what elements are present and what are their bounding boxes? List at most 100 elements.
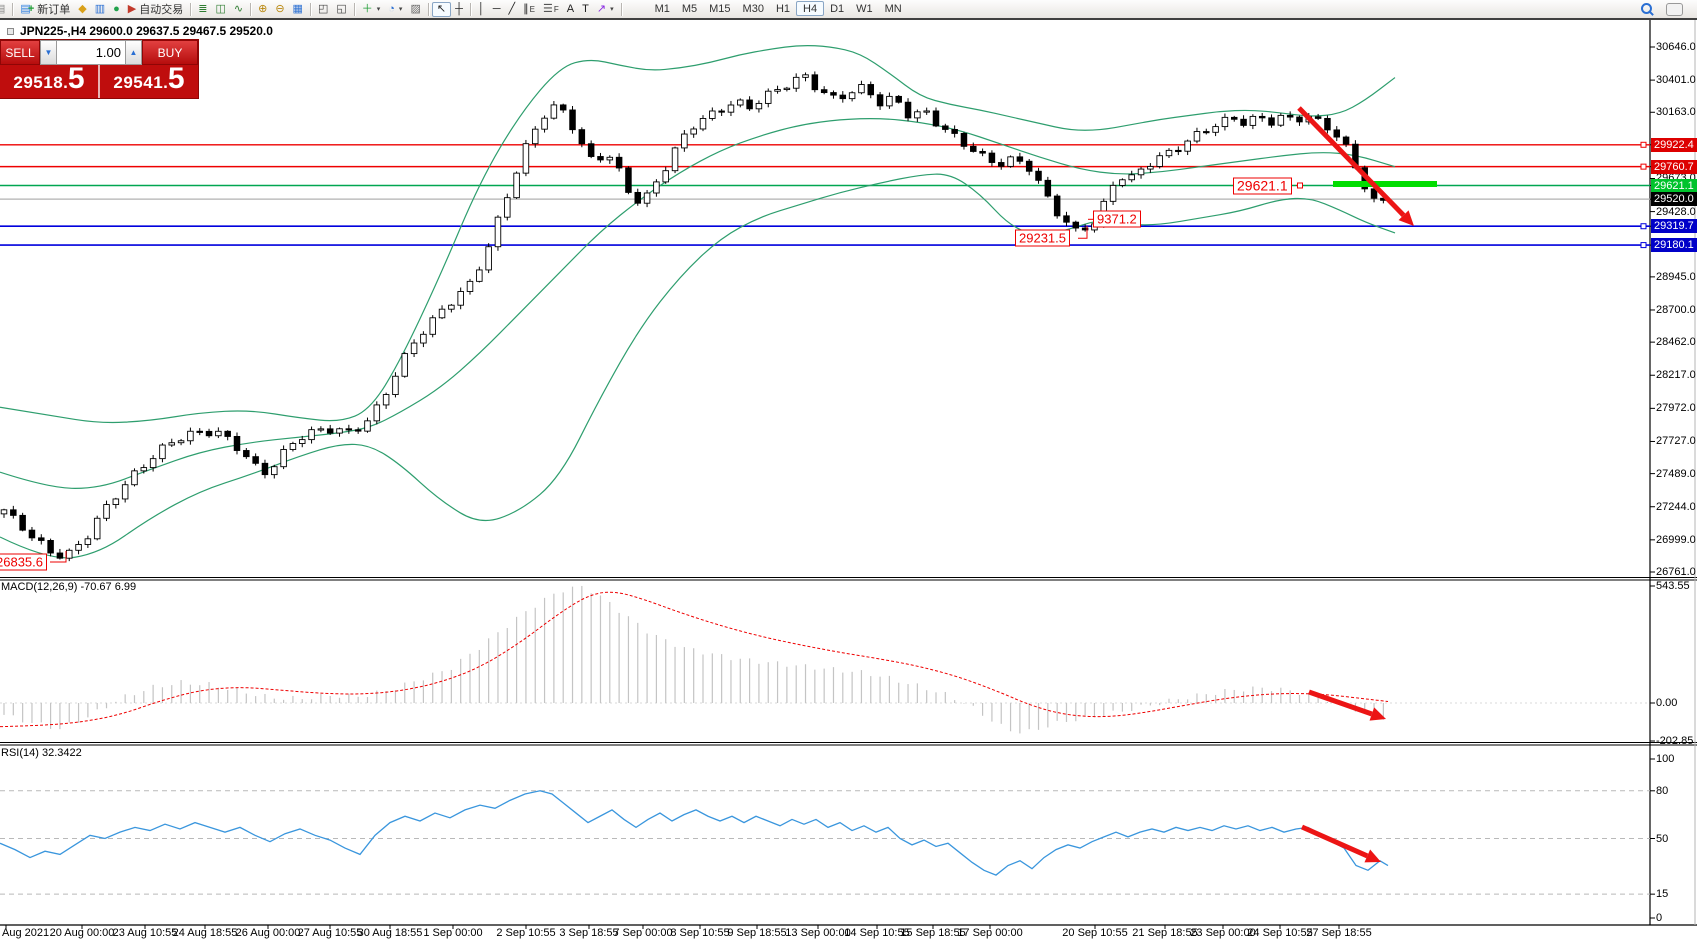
trendline-icon[interactable]: ╱ [505,1,520,17]
crosshair-icon: ┼ [455,3,463,15]
date-label: 13 Sep 00:00 [785,927,851,939]
window-icon[interactable]: ▤ [0,1,9,17]
price-tick: 28462.0 [1656,336,1696,349]
timeframe-m30[interactable]: M30 [742,3,764,15]
sell-price-int: 29518 [13,73,64,92]
date-label: 9 Sep 18:55 [727,927,787,939]
timeframe-m1[interactable]: M1 [654,3,670,15]
terminal-icon[interactable]: ▥ [91,1,109,17]
cursor-icon[interactable]: ↖ [431,1,452,17]
date-label: 2 Sep 10:55 [496,927,556,939]
timeframe-w1[interactable]: W1 [856,3,873,15]
date-label: 21 Sep 18:55 [1132,927,1198,939]
new-order-button[interactable]: ▤ + 新订单 [16,1,74,17]
periods-button[interactable]: ◔ ▾ [384,1,406,17]
price-line-badge: 29180.1 [1651,238,1697,253]
label-icon[interactable]: T [578,1,593,17]
chart-shift-icon: ◱ [336,3,347,15]
terminal-icon: ▥ [94,3,106,15]
periods-button: ◔ [388,3,395,15]
navigator-icon[interactable]: ● [109,1,124,17]
price-tick: 28945.0 [1656,270,1696,283]
price-tick: 30163.0 [1656,106,1696,119]
chart-shift-icon[interactable]: ◱ [332,1,350,17]
trend-arrow-rsi[interactable] [1300,824,1369,859]
price-line-badge: 29760.7 [1651,159,1697,174]
search-icon[interactable] [1641,2,1654,16]
channel-icon[interactable]: ∥ E [519,1,539,17]
rsi-tick: 15 [1656,888,1669,901]
trend-arrow-main[interactable] [1297,106,1406,218]
toolbar-separator [353,2,355,16]
fibonacci-icon[interactable]: ☰ F [539,1,563,17]
candlestick-chart-icon[interactable]: ◫ [211,1,229,17]
timeframe-m15[interactable]: M15 [709,3,731,15]
price-label[interactable]: 9371.2 [1093,210,1141,228]
tile-windows-icon[interactable]: ▦ [289,1,307,17]
new-order-button: ▤ [20,3,31,15]
autotrading-button[interactable]: ▶ 自动交易 [124,1,187,17]
metaeditor-icon[interactable]: ◆ [74,1,90,17]
line-chart-icon[interactable]: ∿ [230,1,247,17]
rsi-tick: 100 [1656,753,1675,765]
label-icon: T [582,3,589,15]
add-indicator-button[interactable]: ＋ ▾ [358,1,385,17]
chat-icon[interactable]: 1 [1666,2,1683,16]
timeframe-h4[interactable]: H4 [796,1,825,16]
buy-button[interactable]: BUY [142,40,198,65]
timeframe-m5[interactable]: M5 [681,3,698,15]
timeframe-mn[interactable]: MN [884,3,902,15]
rsi-tick: 50 [1656,832,1669,845]
arrows-button[interactable]: ↗ ▾ [593,1,618,17]
price-line-badge: 29922.4 [1651,137,1697,152]
text-icon: A [566,3,575,15]
crosshair-icon[interactable]: ┼ [451,1,467,17]
price-tick: 28217.0 [1656,369,1696,382]
date-label: 26 Aug 00:00 [235,927,301,939]
zoom-out-icon[interactable]: ⊖ [271,1,288,17]
cursor-icon: ↖ [436,3,447,15]
price-tick: 29428.0 [1656,205,1696,218]
chart-symbol-icon [7,27,14,35]
price-tick: 27972.0 [1656,402,1696,415]
tile-windows-icon: ▦ [292,3,303,15]
timeframe-d1[interactable]: D1 [830,3,845,15]
price-label[interactable]: 26835.6 [0,553,47,571]
channel-icon-letter: E [529,4,535,14]
date-label: 8 Sep 10:55 [670,927,730,939]
sell-price-dec: 5 [67,62,85,95]
date-label: 7 Sep 00:00 [613,927,673,939]
bar-chart-icon[interactable]: ≣ [194,1,211,17]
autotrading-button-label: 自动交易 [139,4,184,16]
price-label[interactable]: 29231.5 [1015,229,1070,247]
sell-price: 29518. 5 [0,62,98,98]
auto-scroll-icon[interactable]: ◰ [314,1,332,17]
vertical-line-icon[interactable]: │ [474,1,489,17]
autotrading-button: ▶ [127,3,137,15]
zoom-in-icon[interactable]: ⊕ [254,1,271,17]
volume-input[interactable] [57,40,125,65]
volume-increase-button[interactable]: ▲ [125,40,142,65]
trend-arrow-macd[interactable] [1308,689,1373,717]
toolbar: ▤ ▤ + 新订单 ◆ ▥ ● ▶ 自动交易 ≣ ◫ ∿ ⊕ ⊖ ▦ ◰ ◱ ＋ ▾ ◔ ▾ ▨ ↖ ┼ │ ─ ╱ ∥ E ☰ F A T ↗ ▾… [0,0,1697,18]
templates-button[interactable]: ▨ [406,1,424,17]
toolbar-right: 1 [1641,2,1697,16]
price-tick: 27727.0 [1656,435,1696,448]
toolbar-separator [427,2,429,16]
price-label[interactable]: 29621.1 [1233,177,1292,194]
timeframe-h1[interactable]: H1 [775,3,791,15]
sell-button[interactable]: SELL [0,40,40,65]
date-label: 20 Sep 10:55 [1062,927,1128,939]
metaeditor-icon: ◆ [78,3,87,15]
toolbar-separator [309,2,311,16]
date-label: 23 Sep 00:00 [1190,927,1256,939]
horizontal-line-icon[interactable]: ─ [489,1,505,17]
price-tick: 30646.0 [1656,41,1696,53]
text-icon[interactable]: A [563,1,578,17]
channel-icon: ∥ [523,3,529,15]
window-icon: ▤ [0,3,6,15]
volume-decrease-button[interactable]: ▼ [40,40,57,65]
buy-price-dec: 5 [167,62,185,95]
